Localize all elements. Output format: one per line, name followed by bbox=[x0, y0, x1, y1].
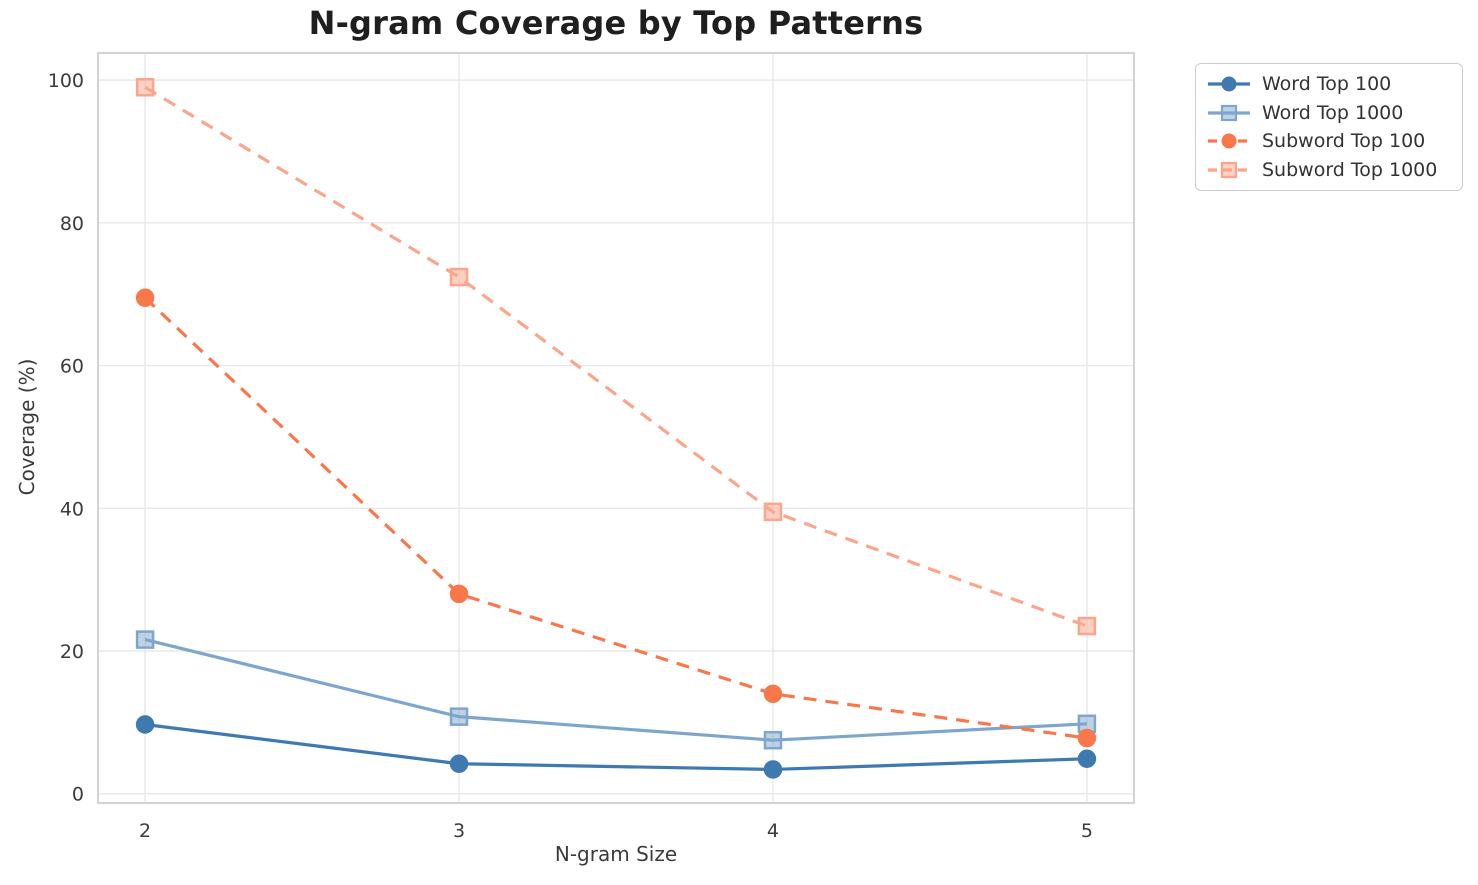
legend-item-word-top-100: Word Top 100 bbox=[1206, 70, 1452, 99]
legend-item-subword-top-1000: Subword Top 1000 bbox=[1206, 156, 1452, 185]
data-point-marker bbox=[135, 715, 155, 734]
legend-swatch bbox=[1208, 76, 1250, 92]
chart-title: N-gram Coverage by Top Patterns bbox=[308, 4, 924, 42]
data-point-marker bbox=[449, 267, 469, 287]
data-point-marker bbox=[449, 754, 469, 774]
legend-swatch bbox=[1208, 133, 1250, 149]
data-point-marker bbox=[449, 584, 469, 604]
y-tick-label: 100 bbox=[48, 70, 84, 92]
series-word-top-1000 bbox=[135, 630, 1097, 750]
y-tick-label: 20 bbox=[60, 641, 84, 663]
legend-label: Subword Top 1000 bbox=[1262, 158, 1438, 181]
gridlines bbox=[98, 53, 1134, 803]
series-line-subword-top-1000 bbox=[144, 85, 1088, 628]
data-point-marker bbox=[1077, 749, 1097, 769]
legend-swatch bbox=[1208, 104, 1250, 121]
legend-square-marker-icon bbox=[1220, 161, 1238, 178]
y-tick-label: 60 bbox=[60, 356, 84, 378]
legend-circle-marker-icon bbox=[1221, 76, 1237, 92]
data-point-marker bbox=[449, 707, 469, 726]
series-line-word-top-100 bbox=[144, 722, 1087, 772]
data-point-marker bbox=[1077, 616, 1097, 636]
x-tick-label: 2 bbox=[139, 820, 151, 842]
legend-label: Word Top 1000 bbox=[1262, 101, 1404, 124]
data-point-marker bbox=[135, 288, 155, 308]
y-axis-label: Coverage (%) bbox=[15, 358, 39, 496]
data-point-marker bbox=[763, 760, 783, 779]
data-point-marker bbox=[135, 78, 155, 97]
series-line-word-top-1000 bbox=[144, 638, 1087, 742]
series-word-top-100 bbox=[135, 715, 1097, 779]
legend-item-word-top-1000: Word Top 1000 bbox=[1206, 99, 1452, 128]
x-tick-label: 5 bbox=[1081, 820, 1093, 842]
legend-square-marker-icon bbox=[1220, 104, 1238, 121]
series-subword-top-100 bbox=[135, 288, 1097, 748]
tick-labels: 0 20 40 60 80 100 2 3 4 5 bbox=[48, 70, 1093, 842]
data-point-marker bbox=[763, 684, 783, 704]
legend-swatch bbox=[1208, 161, 1250, 178]
legend-item-subword-top-100: Subword Top 100 bbox=[1206, 127, 1452, 156]
x-axis-label: N-gram Size bbox=[554, 842, 678, 866]
series-subword-top-1000 bbox=[135, 78, 1097, 636]
y-tick-label: 80 bbox=[60, 213, 84, 235]
legend-circle-marker-icon bbox=[1221, 133, 1237, 149]
x-tick-label: 4 bbox=[767, 820, 779, 842]
y-tick-label: 40 bbox=[60, 498, 84, 520]
y-tick-label: 0 bbox=[72, 784, 84, 806]
legend: Word Top 100 Word Top 1000 Subword Top 100… bbox=[1195, 63, 1463, 191]
data-point-marker bbox=[763, 502, 783, 522]
data-point-marker bbox=[1077, 728, 1097, 748]
data-point-marker bbox=[763, 730, 783, 750]
data-point-marker bbox=[135, 630, 155, 649]
plot-border bbox=[97, 52, 1135, 804]
legend-label: Subword Top 100 bbox=[1262, 130, 1426, 153]
x-tick-label: 3 bbox=[453, 820, 465, 842]
legend-label: Word Top 100 bbox=[1262, 73, 1392, 96]
series-line-subword-top-100 bbox=[143, 296, 1088, 740]
